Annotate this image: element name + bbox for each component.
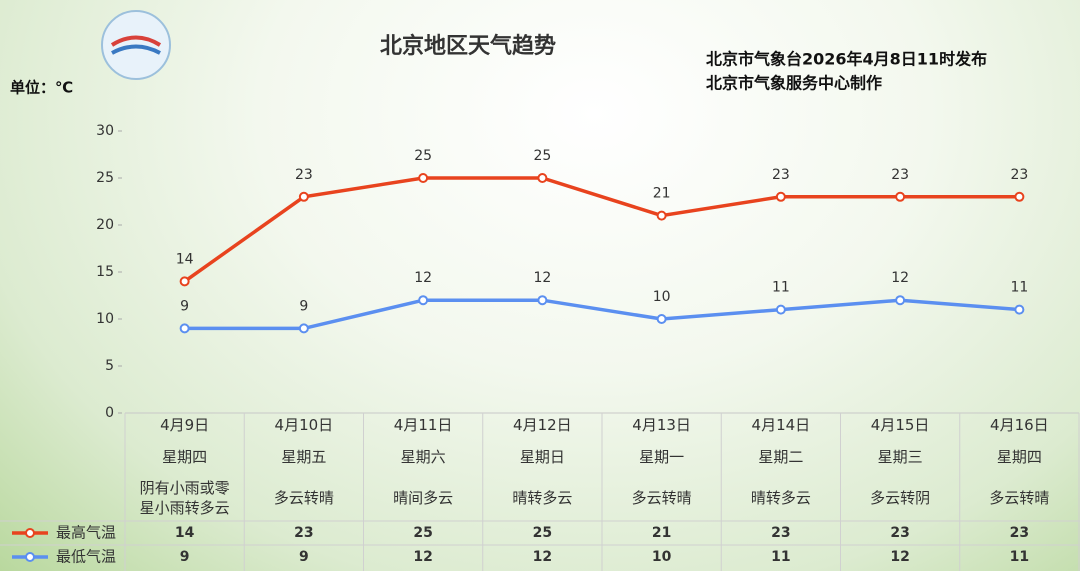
series-line	[183, 176, 1020, 283]
date-label: 4月15日	[870, 416, 930, 434]
table-value: 12	[890, 549, 910, 565]
weather-label: 多云转晴	[989, 489, 1050, 507]
issuer: 北京市气象台2026年4月8日11时发布	[706, 50, 987, 69]
data-label: 11	[1010, 280, 1028, 296]
data-point	[418, 295, 429, 306]
weather-label: 多云转晴	[631, 489, 692, 507]
weekday-label: 星期一	[639, 448, 685, 466]
weekday-label: 星期四	[162, 448, 208, 466]
date-label: 4月10日	[274, 416, 334, 434]
table-value: 23	[771, 525, 791, 541]
table-value: 25	[532, 525, 553, 541]
table-value: 10	[651, 549, 672, 565]
date-label: 4月12日	[513, 416, 572, 434]
y-tick-label: 25	[96, 170, 114, 186]
data-point	[1014, 191, 1025, 202]
data-point	[298, 323, 309, 334]
data-label: 14	[176, 251, 194, 267]
date-label: 4月9日	[160, 416, 210, 434]
data-label: 23	[1010, 167, 1028, 183]
y-tick-label: 5	[105, 358, 114, 374]
y-tick-label: 15	[96, 264, 114, 280]
data-label: 10	[653, 289, 671, 305]
data-point	[1014, 304, 1025, 315]
y-tick-label: 0	[105, 405, 114, 421]
data-point	[298, 191, 309, 202]
table-value: 23	[1009, 525, 1030, 541]
weather-label: 晴转多云	[512, 489, 573, 507]
data-point	[537, 295, 548, 306]
weekday-label: 星期六	[400, 448, 446, 466]
data-point	[179, 323, 190, 334]
data-label: 12	[533, 270, 551, 286]
data-label: 9	[299, 298, 308, 314]
weekday-label: 星期三	[877, 448, 923, 466]
data-point	[418, 173, 429, 183]
legend-label: 最高气温	[56, 524, 116, 542]
date-label: 4月11日	[393, 416, 453, 434]
weather-label: 晴间多云	[393, 489, 454, 507]
weather-label: 晴转多云	[750, 489, 811, 507]
table-value: 23	[890, 525, 910, 541]
series-line	[184, 298, 1020, 331]
data-point	[775, 304, 786, 315]
legend-marker	[25, 528, 35, 538]
data-point	[775, 191, 786, 202]
weather-label: 阴有小雨或零星小雨转多云	[139, 479, 230, 517]
data-label: 25	[414, 148, 432, 164]
table-value: 12	[413, 549, 433, 565]
data-point	[895, 295, 906, 306]
data-point	[179, 276, 190, 287]
table-value: 11	[1009, 549, 1030, 565]
weekday-label: 星期日	[519, 448, 565, 466]
logo-mark	[110, 35, 162, 47]
weekday-label: 星期四	[996, 448, 1042, 466]
logo-mark	[111, 44, 161, 55]
issuer: 北京市气象服务中心制作	[706, 74, 882, 93]
date-label: 4月16日	[990, 416, 1049, 434]
table-value: 9	[299, 549, 309, 565]
y-tick-label: 30	[96, 123, 114, 139]
y-tick-label: 20	[96, 217, 114, 233]
table-value: 9	[179, 549, 190, 565]
data-point	[656, 314, 667, 324]
table-value: 14	[174, 525, 195, 541]
table-value: 11	[771, 549, 791, 565]
data-label: 12	[414, 270, 432, 286]
data-label: 9	[180, 298, 189, 314]
legend-marker	[25, 552, 35, 562]
data-label: 25	[533, 148, 551, 164]
table-value: 23	[294, 525, 314, 541]
weather-label: 多云转阴	[870, 489, 931, 507]
data-point	[537, 173, 548, 183]
weekday-label: 星期五	[281, 448, 327, 466]
date-label: 4月13日	[632, 416, 691, 434]
table-value: 25	[413, 525, 433, 541]
data-point	[656, 210, 667, 221]
data-point	[895, 191, 906, 202]
data-label: 21	[653, 186, 671, 202]
table-value: 21	[651, 525, 672, 541]
data-label: 23	[772, 167, 790, 183]
legend-label: 最低气温	[56, 548, 116, 566]
weather-label: 多云转晴	[273, 489, 334, 507]
y-tick-label: 10	[96, 311, 114, 327]
weekday-label: 星期二	[758, 448, 804, 466]
data-label: 23	[891, 167, 909, 183]
data-label: 23	[295, 167, 313, 183]
data-label: 11	[772, 280, 790, 296]
data-label: 12	[891, 270, 909, 286]
table-value: 12	[532, 549, 553, 565]
chart-title: 北京地区天气趋势	[380, 33, 556, 59]
date-label: 4月14日	[751, 416, 811, 434]
unit-label: 单位：℃	[10, 79, 73, 97]
